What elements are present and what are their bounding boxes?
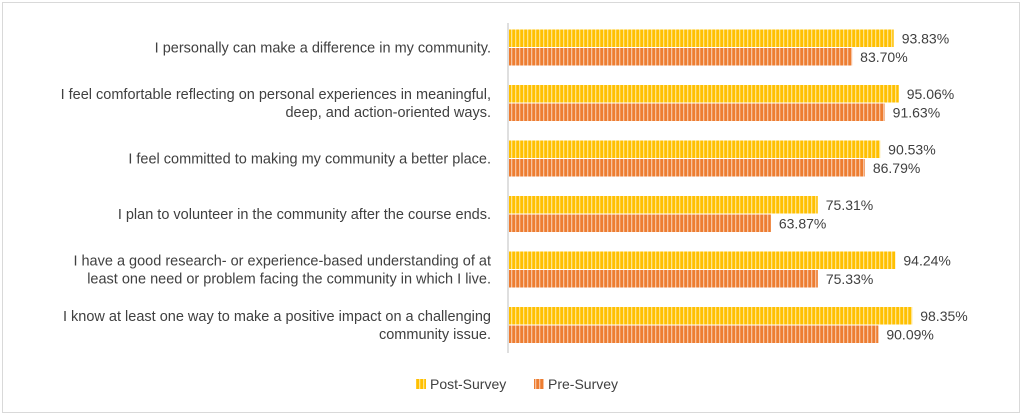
data-label-post-survey-4: 94.24% [903, 252, 950, 268]
data-label-pre-survey-1: 91.63% [893, 104, 940, 120]
data-label-pre-survey-0: 83.70% [860, 49, 907, 65]
bar-post-survey-3 [509, 196, 818, 214]
labels-layer: I personally can make a difference in my… [61, 30, 968, 343]
legend: Post-Survey Pre-Survey [416, 376, 618, 392]
data-label-post-survey-1: 95.06% [907, 86, 954, 102]
bar-post-survey-2 [509, 140, 881, 158]
legend-label-post-survey: Post-Survey [430, 376, 506, 392]
data-label-post-survey-2: 90.53% [888, 141, 935, 157]
data-label-post-survey-0: 93.83% [902, 30, 949, 46]
data-label-pre-survey-4: 75.33% [826, 271, 873, 287]
bar-post-survey-5 [509, 307, 913, 325]
legend-swatch-post-survey [416, 379, 426, 389]
bar-pre-survey-2 [509, 159, 865, 177]
legend-swatch-pre-survey [534, 379, 544, 389]
category-label-2-line-0: I feel committed to making my community … [128, 152, 491, 168]
category-label-3-line-0: I plan to volunteer in the community aft… [118, 207, 491, 223]
bar-post-survey-4 [509, 251, 896, 269]
bar-post-survey-0 [509, 29, 894, 47]
bar-pre-survey-1 [509, 103, 885, 121]
category-label-4-line-0: I have a good research- or experience-ba… [73, 254, 491, 270]
bar-pre-survey-5 [509, 325, 879, 343]
data-label-pre-survey-5: 90.09% [886, 326, 933, 342]
legend-label-pre-survey: Pre-Survey [548, 376, 618, 392]
bar-pre-survey-3 [509, 214, 771, 232]
chart-frame: I personally can make a difference in my… [2, 2, 1020, 413]
category-label-1-line-0: I feel comfortable reflecting on persona… [61, 87, 491, 103]
data-label-post-survey-5: 98.35% [920, 308, 967, 324]
bar-chart: I personally can make a difference in my… [61, 23, 968, 392]
bar-pre-survey-4 [509, 270, 818, 288]
category-label-5-line-1: community issue. [379, 327, 491, 343]
category-label-0-line-0: I personally can make a difference in my… [155, 41, 491, 57]
category-label-4-line-1: least one need or problem facing the com… [87, 272, 491, 288]
data-label-pre-survey-3: 63.87% [779, 215, 826, 231]
data-label-post-survey-3: 75.31% [826, 197, 873, 213]
category-label-1-line-1: deep, and action-oriented ways. [285, 105, 491, 121]
category-label-5-line-0: I know at least one way to make a positi… [63, 309, 491, 325]
bars-layer [509, 29, 913, 343]
data-label-pre-survey-2: 86.79% [873, 160, 920, 176]
bar-pre-survey-0 [509, 48, 853, 66]
bar-post-survey-1 [509, 85, 899, 103]
